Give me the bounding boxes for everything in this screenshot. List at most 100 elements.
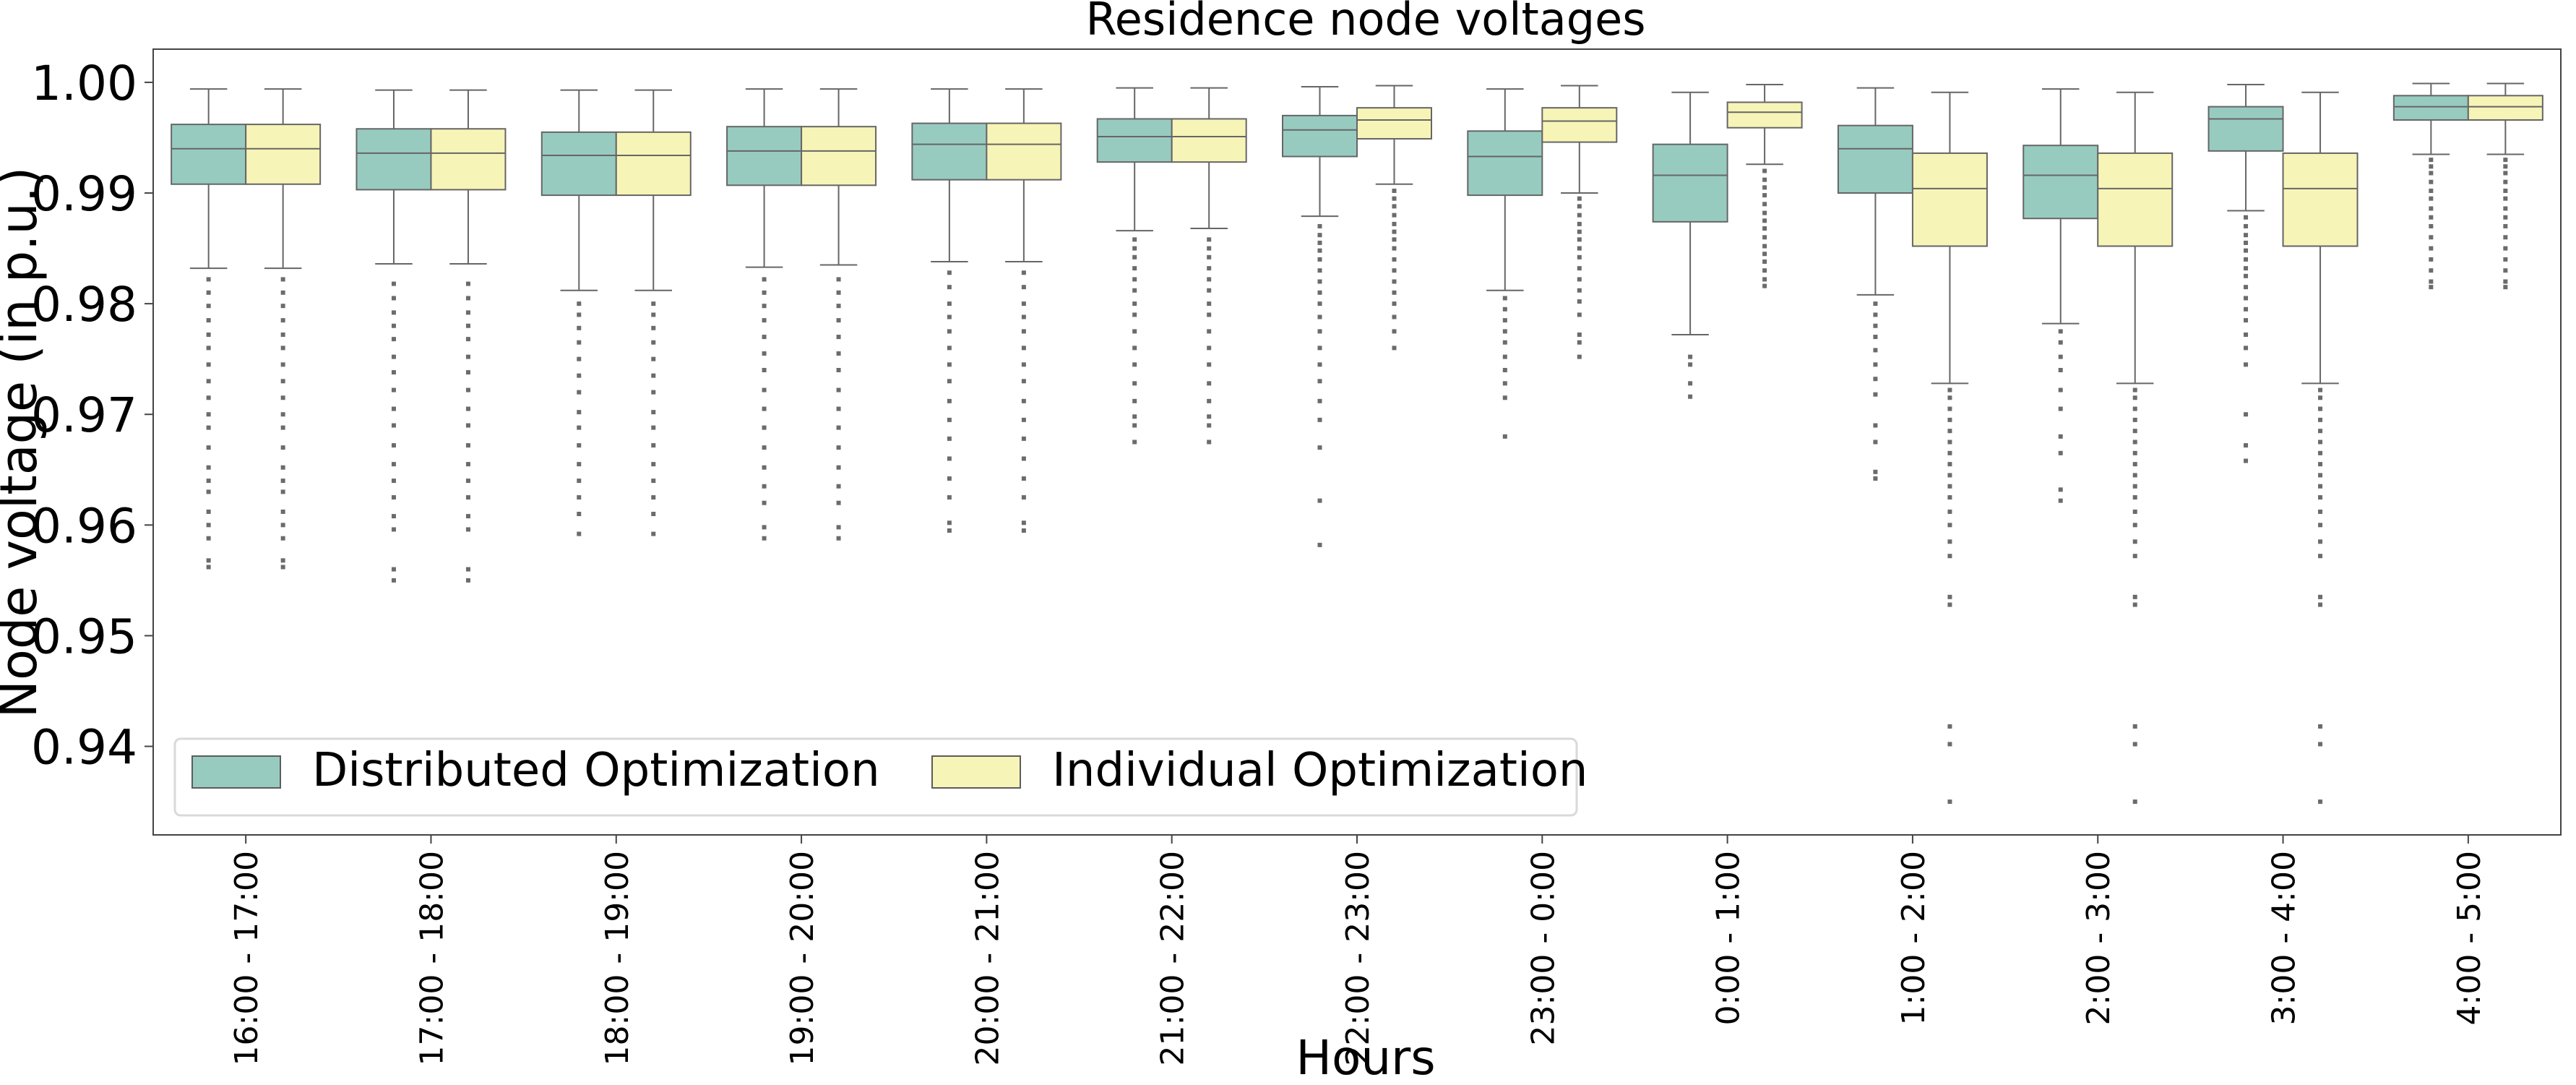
box-distributed — [356, 89, 432, 583]
box-distributed — [1467, 88, 1543, 439]
y-tick-label: 0.97 — [31, 387, 137, 443]
outlier-point — [651, 512, 656, 517]
outlier-point — [1207, 329, 1212, 334]
outlier-point — [1577, 332, 1582, 337]
y-axis: 0.94 0.95 0.96 0.97 0.98 0.99 1.00 — [31, 56, 153, 776]
outlier-point — [1502, 354, 1507, 359]
outlier-point — [1502, 318, 1507, 323]
outlier-point — [651, 373, 656, 378]
outlier-point — [2058, 387, 2063, 393]
outlier-point — [947, 398, 952, 403]
box-individual — [615, 89, 692, 536]
outlier-point — [1132, 288, 1137, 293]
outlier-point — [2058, 450, 2063, 455]
outlier-point — [1021, 314, 1026, 320]
outlier-point — [1502, 306, 1507, 312]
box-iqr — [986, 122, 1062, 181]
outlier-point — [2429, 206, 2434, 211]
outlier-point — [2244, 285, 2249, 290]
outlier-point — [465, 370, 470, 375]
outlier-point — [1762, 226, 1767, 231]
outlier-point — [465, 423, 470, 428]
x-tick-label: 16:00 - 17:00 — [228, 851, 265, 1065]
outlier-point — [1392, 196, 1397, 201]
box-distributed — [1837, 87, 1913, 481]
axes-frame — [152, 48, 2562, 836]
outlier-point — [836, 387, 841, 393]
outlier-point — [1021, 346, 1026, 351]
box-distributed — [540, 89, 617, 536]
outlier-point — [651, 410, 656, 415]
outlier-point — [762, 351, 767, 356]
outlier-point — [206, 346, 211, 351]
outlier-point — [651, 356, 656, 361]
outlier-point — [1762, 210, 1767, 215]
outlier-point — [280, 318, 285, 323]
outlier-point — [2318, 724, 2323, 729]
outlier-point — [1577, 266, 1582, 271]
outlier-point — [1502, 367, 1507, 372]
y-tick-label: 0.99 — [31, 166, 137, 222]
outlier-point — [1317, 362, 1322, 367]
outlier-point — [1392, 257, 1397, 262]
outlier-point — [1947, 395, 1952, 400]
outlier-point — [1021, 520, 1026, 526]
outlier-point — [465, 296, 470, 301]
outlier-point — [1947, 462, 1952, 467]
outlier-point — [2503, 235, 2508, 240]
outlier-point — [1873, 312, 1878, 317]
x-tick-label: 18:00 - 19:00 — [599, 851, 636, 1065]
outlier-point — [1577, 196, 1582, 201]
outlier-point — [206, 523, 211, 528]
outlier-point — [280, 445, 285, 450]
outlier-point — [1132, 346, 1137, 351]
outlier-point — [1021, 329, 1026, 334]
outlier-point — [1207, 301, 1212, 306]
outlier-point — [1947, 509, 1952, 514]
outlier-point — [1207, 277, 1212, 282]
outlier-point — [1762, 202, 1767, 207]
outlier-point — [2503, 196, 2508, 201]
outlier-point — [2132, 554, 2137, 559]
outlier-point — [762, 318, 767, 323]
outlier-point — [2132, 473, 2137, 478]
outlier-point — [1947, 439, 1952, 445]
outlier-point — [2058, 354, 2063, 359]
outlier-point — [836, 425, 841, 430]
outlier-point — [762, 525, 767, 530]
outlier-point — [465, 527, 470, 532]
outlier-point — [280, 425, 285, 430]
outlier-point — [1317, 248, 1322, 253]
box-iqr — [1171, 118, 1247, 163]
outlier-point — [2244, 362, 2249, 367]
outlier-point — [577, 356, 582, 361]
outlier-point — [1132, 254, 1137, 260]
outlier-point — [206, 558, 211, 563]
outlier-point — [2318, 602, 2323, 607]
outlier-point — [762, 387, 767, 393]
outlier-point — [280, 536, 285, 541]
outlier-point — [1947, 406, 1952, 411]
legend-swatch-individual — [931, 755, 1021, 789]
outlier-point — [1392, 213, 1397, 218]
outlier-point — [391, 443, 396, 448]
outlier-point — [1132, 246, 1137, 251]
outlier-point — [1762, 235, 1767, 240]
outlier-point — [651, 462, 656, 467]
outlier-point — [1873, 423, 1878, 428]
outlier-point — [2429, 158, 2434, 163]
outlier-point — [2132, 429, 2137, 434]
y-tick-label: 0.94 — [31, 720, 137, 776]
outlier-point — [280, 558, 285, 563]
outlier-point — [1873, 323, 1878, 328]
outlier-point — [2503, 215, 2508, 220]
outlier-point — [465, 514, 470, 519]
outlier-point — [762, 290, 767, 295]
outlier-point — [947, 476, 952, 481]
outlier-point — [1392, 290, 1397, 295]
box-iqr — [1096, 118, 1173, 163]
outlier-point — [2132, 724, 2137, 729]
outlier-point — [1762, 177, 1767, 182]
outlier-point — [2244, 332, 2249, 337]
outlier-point — [280, 465, 285, 470]
